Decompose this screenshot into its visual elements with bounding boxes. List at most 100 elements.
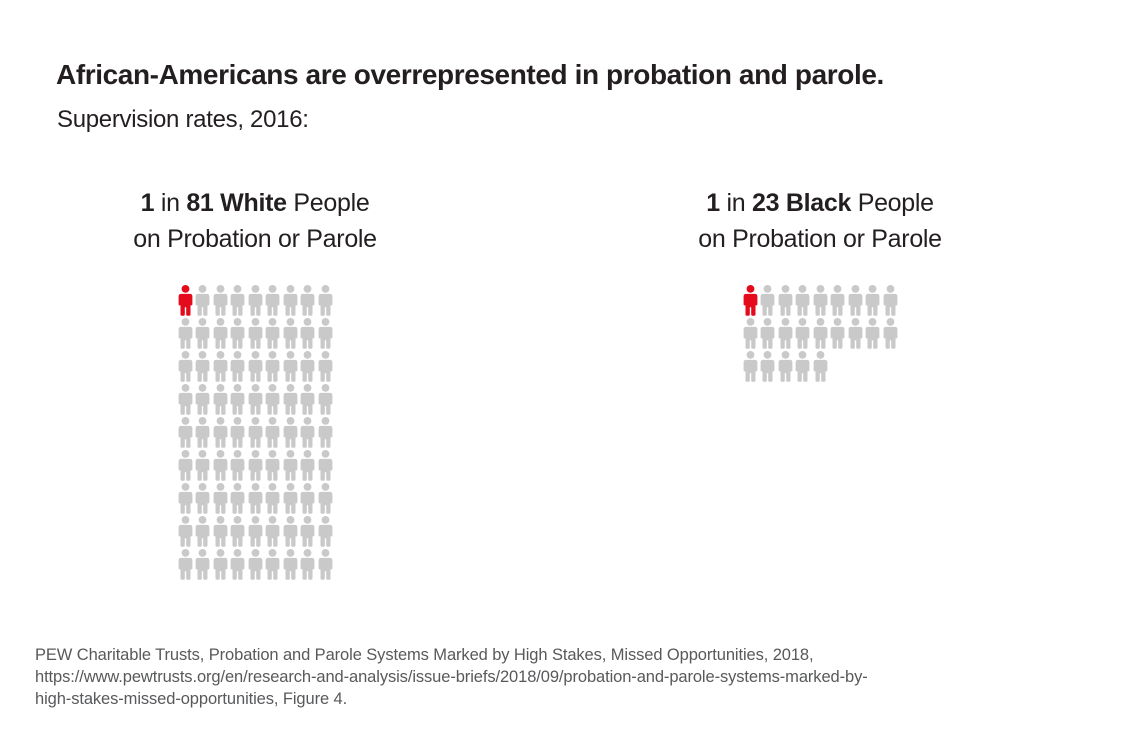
label-part: in — [154, 189, 187, 217]
person-icon — [213, 450, 227, 481]
source-citation-line: high-stakes-missed-opportunities, Figure… — [35, 690, 348, 708]
person-icon — [778, 285, 792, 316]
person-icon — [178, 384, 192, 415]
person-icon — [318, 516, 332, 547]
person-icon — [213, 483, 227, 514]
person-icon — [213, 285, 227, 316]
person-icon — [318, 384, 332, 415]
person-icon — [178, 351, 192, 382]
person-icon — [813, 285, 827, 316]
person-icon — [195, 516, 210, 547]
person-icon — [265, 549, 280, 580]
person-icon — [265, 285, 280, 316]
label-part: 1 — [140, 189, 155, 217]
group-black-icon-grid — [741, 285, 899, 384]
person-icon — [248, 318, 262, 349]
label-part: 23 Black — [751, 189, 852, 217]
person-icon — [178, 549, 192, 580]
label-part: People — [851, 189, 934, 217]
person-icon — [300, 351, 315, 382]
person-icon — [230, 483, 245, 514]
label-part: 81 White — [186, 189, 287, 217]
person-icon — [213, 417, 227, 448]
person-icon — [318, 351, 332, 382]
person-icon — [213, 516, 227, 547]
person-icon — [195, 384, 210, 415]
person-icon — [265, 450, 280, 481]
person-icon — [813, 318, 827, 349]
group-white-icon-grid — [176, 285, 334, 582]
person-icon — [230, 384, 245, 415]
person-icon — [283, 483, 297, 514]
group-black-label-line1: 1 in 23 Black People — [660, 185, 980, 221]
person-icon — [300, 516, 315, 547]
person-icon — [795, 285, 810, 316]
group-black-label-line2: on Probation or Parole — [698, 225, 942, 253]
person-icon — [283, 450, 297, 481]
group-white-label-line1: 1 in 81 White People — [95, 185, 415, 221]
person-icon — [283, 549, 297, 580]
person-icon — [178, 417, 192, 448]
person-icon — [300, 549, 315, 580]
person-icon — [778, 351, 792, 382]
person-icon — [178, 516, 192, 547]
person-icon — [865, 285, 880, 316]
person-icon — [300, 417, 315, 448]
person-icon — [283, 351, 297, 382]
source-citation-line: https://www.pewtrusts.org/en/research-an… — [35, 668, 868, 686]
source-citation-line: PEW Charitable Trusts, Probation and Par… — [35, 646, 814, 664]
person-icon — [283, 318, 297, 349]
person-icon — [230, 318, 245, 349]
person-icon — [265, 318, 280, 349]
person-icon — [283, 285, 297, 316]
person-icon — [318, 318, 332, 349]
person-icon — [760, 285, 775, 316]
person-icon — [213, 351, 227, 382]
person-icon — [743, 318, 757, 349]
person-icon — [318, 549, 332, 580]
person-icon — [230, 351, 245, 382]
person-icon — [248, 483, 262, 514]
person-icon — [300, 483, 315, 514]
person-icon — [830, 318, 845, 349]
person-icon — [265, 417, 280, 448]
person-icon — [883, 285, 897, 316]
person-icon — [213, 318, 227, 349]
person-icon — [283, 417, 297, 448]
person-icon — [778, 318, 792, 349]
person-icon — [300, 285, 315, 316]
label-part: People — [286, 189, 370, 217]
chart-subtitle: Supervision rates, 2016: — [57, 106, 309, 133]
person-icon — [230, 285, 245, 316]
person-icon — [195, 318, 210, 349]
person-icon — [318, 285, 332, 316]
person-icon — [195, 450, 210, 481]
group-white: 1 in 81 White People on Probation or Par… — [95, 185, 415, 582]
group-white-label-line2: on Probation or Parole — [133, 225, 377, 253]
group-black-label: 1 in 23 Black People on Probation or Par… — [660, 185, 980, 257]
person-icon — [195, 285, 210, 316]
person-icon — [248, 417, 262, 448]
person-icon — [300, 318, 315, 349]
person-icon — [213, 384, 227, 415]
person-icon — [300, 384, 315, 415]
person-icon — [230, 417, 245, 448]
person-icon — [830, 285, 845, 316]
person-icon — [248, 351, 262, 382]
person-icon — [265, 351, 280, 382]
source-citation: PEW Charitable Trusts, Probation and Par… — [35, 644, 1095, 710]
person-icon — [795, 318, 810, 349]
label-part: in — [719, 189, 752, 217]
person-icon — [178, 450, 192, 481]
person-icon — [195, 417, 210, 448]
person-icon — [195, 351, 210, 382]
person-icon — [178, 483, 192, 514]
person-icon — [283, 516, 297, 547]
chart-title: African-Americans are overrepresented in… — [56, 59, 884, 90]
person-icon — [743, 285, 757, 316]
person-icon — [195, 483, 210, 514]
person-icon — [195, 549, 210, 580]
person-icon — [230, 450, 245, 481]
person-icon — [743, 351, 757, 382]
